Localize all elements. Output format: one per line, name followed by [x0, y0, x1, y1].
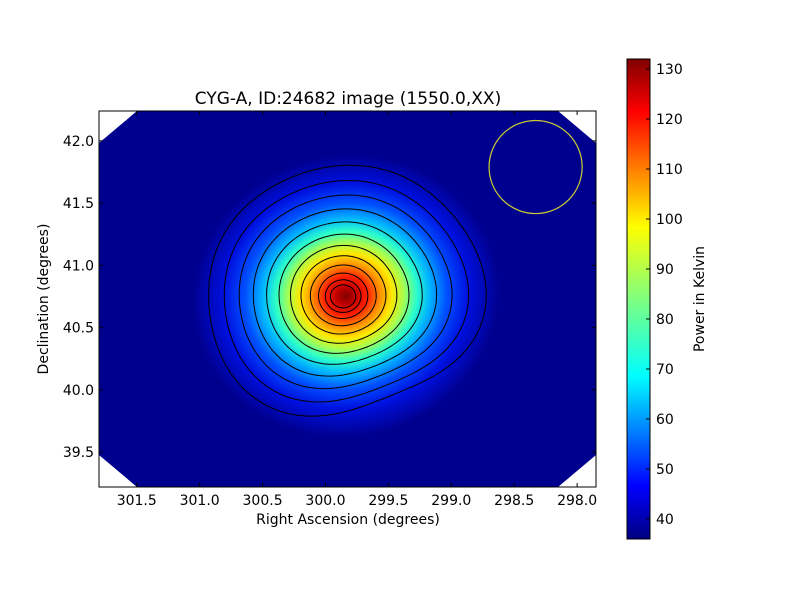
x-tick-label: 298.0 — [557, 493, 597, 509]
contour-line — [252, 208, 438, 377]
y-tick-label: 41.0 — [63, 258, 94, 274]
x-tick-label: 301.5 — [117, 493, 157, 509]
x-axis-label: Right Ascension (degrees) — [256, 512, 440, 528]
colorbar: 40 50 60 70 80 90 100 110 120 130 Power in Kelvin — [626, 58, 708, 540]
colorbar-ticks: 40 50 60 70 80 90 100 110 120 130 — [646, 62, 683, 528]
contour-line — [300, 255, 387, 335]
colorbar-tick-label: 110 — [656, 162, 683, 178]
y-axis-ticks: 39.5 40.0 40.5 41.0 41.5 42.0 — [63, 134, 596, 461]
colorbar-tick-label: 120 — [656, 112, 683, 128]
contour-line — [223, 179, 470, 403]
y-tick-label: 39.5 — [63, 445, 94, 461]
plot-frame — [98, 110, 597, 488]
colorbar-tick-label: 80 — [656, 312, 674, 328]
chart-title: CYG-A, ID:24682 image (1550.0,XX) — [195, 89, 501, 109]
x-axis-ticks: 301.5 301.0 300.5 300.0 299.5 299.0 298.5 298.0 — [117, 111, 597, 509]
plot-area — [98, 110, 597, 488]
beam-circle — [488, 119, 583, 215]
y-tick-label: 40.5 — [63, 321, 94, 337]
colorbar-gradient — [626, 58, 651, 540]
colorbar-tick-label: 40 — [656, 512, 674, 528]
y-tick-label: 40.0 — [63, 383, 94, 399]
y-tick-label: 42.0 — [63, 134, 94, 150]
contour-line — [317, 272, 369, 319]
contour-line — [324, 279, 362, 313]
contour-line — [208, 164, 487, 417]
colorbar-label: Power in Kelvin — [692, 246, 708, 352]
x-tick-label: 299.5 — [368, 493, 408, 509]
contour-lines — [208, 164, 487, 417]
colorbar-tick-label: 130 — [656, 62, 683, 78]
contour-line — [309, 264, 377, 327]
x-tick-label: 298.5 — [494, 493, 534, 509]
y-axis-label: Declination (degrees) — [36, 224, 52, 375]
contour-line — [238, 194, 453, 390]
y-tick-label: 41.5 — [63, 196, 94, 212]
heatmap-source — [181, 146, 511, 446]
colorbar-tick-label: 90 — [656, 262, 674, 278]
colorbar-tick-label: 100 — [656, 212, 683, 228]
colorbar-tick-label: 60 — [656, 412, 674, 428]
contour-line — [278, 233, 410, 354]
heatmap-image — [99, 111, 596, 487]
contour-line — [266, 221, 423, 365]
colorbar-tick-label: 70 — [656, 362, 674, 378]
x-tick-label: 300.5 — [243, 493, 283, 509]
x-tick-label: 301.0 — [180, 493, 220, 509]
contour-line — [329, 284, 357, 309]
x-tick-label: 300.0 — [305, 493, 345, 509]
x-tick-label: 299.0 — [431, 493, 471, 509]
contour-line — [289, 244, 398, 344]
colorbar-tick-label: 50 — [656, 462, 674, 478]
